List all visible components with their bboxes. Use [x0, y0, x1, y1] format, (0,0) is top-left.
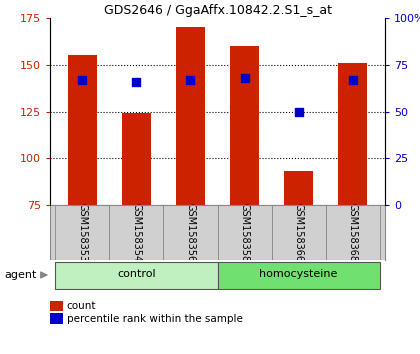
Bar [272, 205, 326, 260]
Bar [110, 205, 163, 260]
Text: homocysteine: homocysteine [260, 269, 338, 279]
Title: GDS2646 / GgaAffx.10842.2.S1_s_at: GDS2646 / GgaAffx.10842.2.S1_s_at [103, 4, 331, 17]
Bar [218, 262, 380, 289]
Text: GSM158356: GSM158356 [186, 203, 195, 262]
Bar [55, 262, 218, 289]
Bar [55, 205, 110, 260]
Text: control: control [117, 269, 156, 279]
Point [295, 109, 302, 114]
Bar [218, 205, 272, 260]
Text: GSM158368: GSM158368 [348, 203, 357, 262]
Bar [68, 55, 97, 205]
Bar [122, 113, 151, 205]
Text: count: count [67, 301, 96, 311]
Point [349, 77, 356, 82]
Bar [163, 205, 218, 260]
Text: GSM158358: GSM158358 [239, 203, 249, 262]
Bar [326, 205, 380, 260]
Bar [338, 63, 368, 205]
Point [133, 79, 140, 84]
Bar [176, 27, 205, 205]
Text: percentile rank within the sample: percentile rank within the sample [67, 314, 243, 324]
Point [241, 75, 248, 81]
Text: agent: agent [4, 270, 37, 280]
Point [79, 77, 86, 82]
Text: GSM158353: GSM158353 [77, 203, 87, 262]
Text: GSM158366: GSM158366 [294, 203, 304, 262]
Bar [230, 46, 260, 205]
Bar [284, 171, 313, 205]
Text: GSM158354: GSM158354 [131, 203, 142, 262]
Point [187, 77, 194, 82]
